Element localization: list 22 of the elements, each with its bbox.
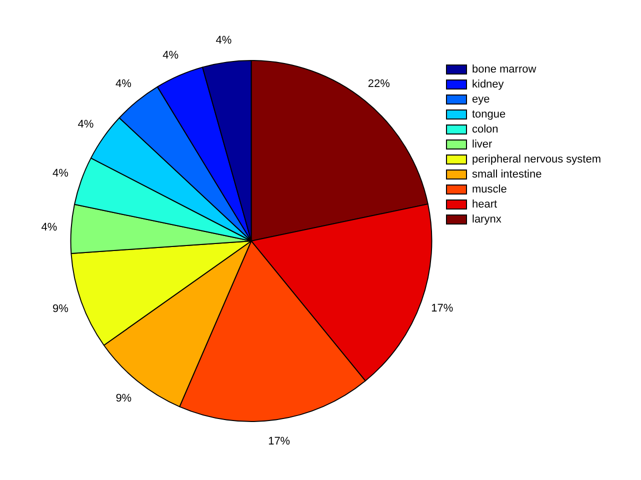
legend-label: liver [472,138,492,151]
data-label: 4% [162,49,179,62]
data-label: 9% [52,303,69,316]
legend-label: kidney [472,78,504,91]
legend-label: heart [472,198,498,211]
data-label: 4% [115,78,132,90]
legend-label: bone marrow [472,64,536,76]
legend-label: muscle [472,184,507,196]
data-label: 9% [116,392,132,404]
legend-label: small intestine [472,168,542,181]
data-label: 22% [368,78,390,90]
data-label: 4% [78,118,94,130]
data-label: 17% [268,436,290,448]
legend-label: eye [472,94,490,106]
legend-label: peripheral nervous system [472,154,602,166]
legend-label: tongue [472,108,506,121]
legend-label: colon [472,124,498,136]
legend-label: larynx [472,214,502,226]
data-label: 17% [431,302,454,315]
data-label: 4% [41,221,58,234]
data-label: 4% [216,34,232,46]
data-label: 4% [52,167,69,180]
